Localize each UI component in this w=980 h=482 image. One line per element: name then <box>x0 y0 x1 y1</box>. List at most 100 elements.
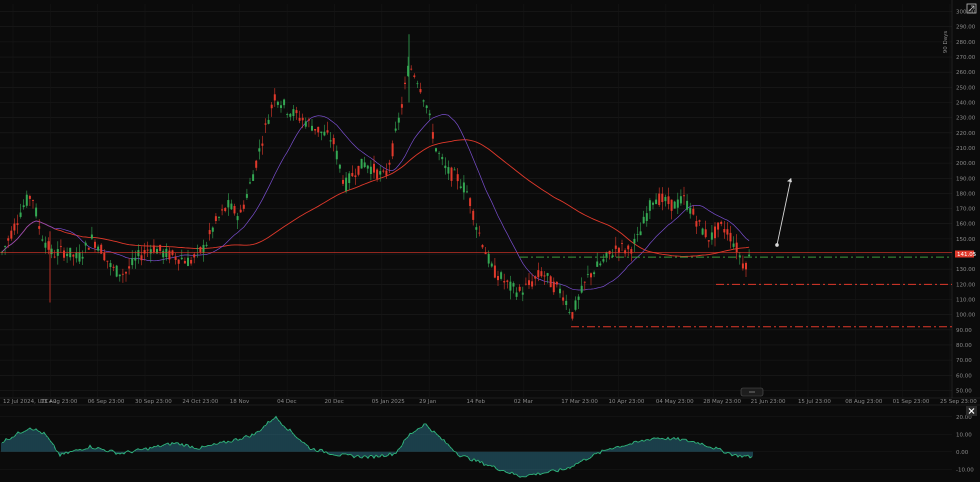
candle-body <box>410 68 413 70</box>
expand-icon[interactable] <box>966 3 977 14</box>
osc-tick-label: 10.00 <box>956 432 972 438</box>
candle-body <box>7 238 10 241</box>
candle-body <box>208 230 211 235</box>
candle-body <box>583 281 586 283</box>
candle-body <box>168 250 171 260</box>
candle-body <box>686 200 689 210</box>
candle-body <box>400 104 403 108</box>
candle-body <box>249 182 251 184</box>
candle-body <box>630 249 633 254</box>
candle-body <box>317 126 320 133</box>
price-tick-label: 210.00 <box>956 146 976 152</box>
candle-body <box>245 194 248 198</box>
time-tick-label: 10 Apr 23:00 <box>609 399 645 405</box>
candle-body <box>714 226 716 239</box>
ma-long-line <box>1 139 750 257</box>
candle-body <box>143 249 146 254</box>
forecast-arrow-head[interactable] <box>787 178 792 183</box>
candle-body <box>264 123 267 125</box>
price-tick-label: 150.00 <box>956 237 976 243</box>
candle-body <box>280 105 282 108</box>
candle-body <box>422 100 425 102</box>
candle-body <box>441 156 444 160</box>
candle-body <box>562 297 565 301</box>
candle-body <box>13 223 16 231</box>
candle-body <box>283 99 286 106</box>
candle-body <box>267 119 270 124</box>
price-tick-label: 230.00 <box>956 116 976 122</box>
candle-body <box>314 128 317 131</box>
candle-body <box>97 246 100 251</box>
candle-body <box>534 276 537 279</box>
candle-body <box>202 244 205 253</box>
candle-body <box>22 205 25 208</box>
candle-body <box>84 242 87 246</box>
candle-body <box>605 252 608 257</box>
candle-body <box>546 273 549 276</box>
candle-body <box>652 202 654 205</box>
forecast-arrow[interactable] <box>775 178 792 247</box>
candle-body <box>211 227 214 232</box>
candle-body <box>571 312 574 319</box>
candle-body <box>469 198 472 207</box>
candle-body <box>701 228 704 235</box>
candle-body <box>509 281 512 291</box>
candle-body <box>577 296 580 300</box>
horizontal-levels[interactable] <box>0 252 952 328</box>
candle-body <box>447 167 450 174</box>
price-tick-label: 220.00 <box>956 131 976 137</box>
candle-body <box>87 247 90 250</box>
candle-body <box>152 245 155 253</box>
candle-body <box>252 174 255 181</box>
candle-body <box>528 280 530 286</box>
candle-body <box>710 232 713 240</box>
candle-body <box>307 119 310 121</box>
scroll-indicator-icon[interactable] <box>740 387 764 397</box>
candle-body <box>741 263 744 269</box>
candle-body <box>165 248 168 257</box>
candle-body <box>692 208 695 215</box>
candle-body <box>664 196 667 202</box>
price-tick-label: 260.00 <box>956 70 976 76</box>
candle-body <box>354 175 357 178</box>
candle-body <box>366 165 369 169</box>
chart-grid <box>0 0 980 406</box>
candle-body <box>636 234 639 235</box>
candle-body <box>670 199 673 211</box>
oscillator-axis: 20.00 10.00 0.00 -10.00 <box>956 415 974 474</box>
ma-short-line <box>1 114 750 291</box>
candle-body <box>218 217 220 219</box>
candle-body <box>568 311 571 313</box>
candle-body <box>10 230 13 239</box>
candle-body <box>63 250 65 258</box>
candle-body <box>549 276 552 288</box>
candle-body <box>385 170 388 176</box>
time-tick-label: 04 Dec <box>277 399 296 405</box>
candle-body <box>100 244 103 254</box>
candle-body <box>720 221 723 224</box>
time-tick-label: 28 May 23:00 <box>703 399 741 405</box>
candle-body <box>543 275 546 277</box>
candle-body <box>695 221 698 227</box>
candle-body <box>360 158 363 169</box>
forecast-arrow-anchor[interactable] <box>775 243 779 247</box>
candle-body <box>261 143 264 146</box>
candle-body <box>193 254 196 258</box>
candle-body <box>236 216 239 221</box>
candle-body <box>214 216 217 221</box>
candle-body <box>298 117 301 121</box>
time-tick-label: 18 Nov <box>230 399 250 405</box>
candle-body <box>738 255 741 258</box>
candle-body <box>329 140 332 142</box>
forecast-arrow-line[interactable] <box>776 178 792 246</box>
candle-body <box>292 109 295 117</box>
candle-body <box>419 89 422 93</box>
close-icon[interactable] <box>966 406 977 416</box>
candle-body <box>332 138 335 145</box>
candle-body <box>227 200 230 208</box>
candle-body <box>180 257 183 260</box>
candle-body <box>276 101 279 105</box>
candle-body <box>106 260 109 262</box>
